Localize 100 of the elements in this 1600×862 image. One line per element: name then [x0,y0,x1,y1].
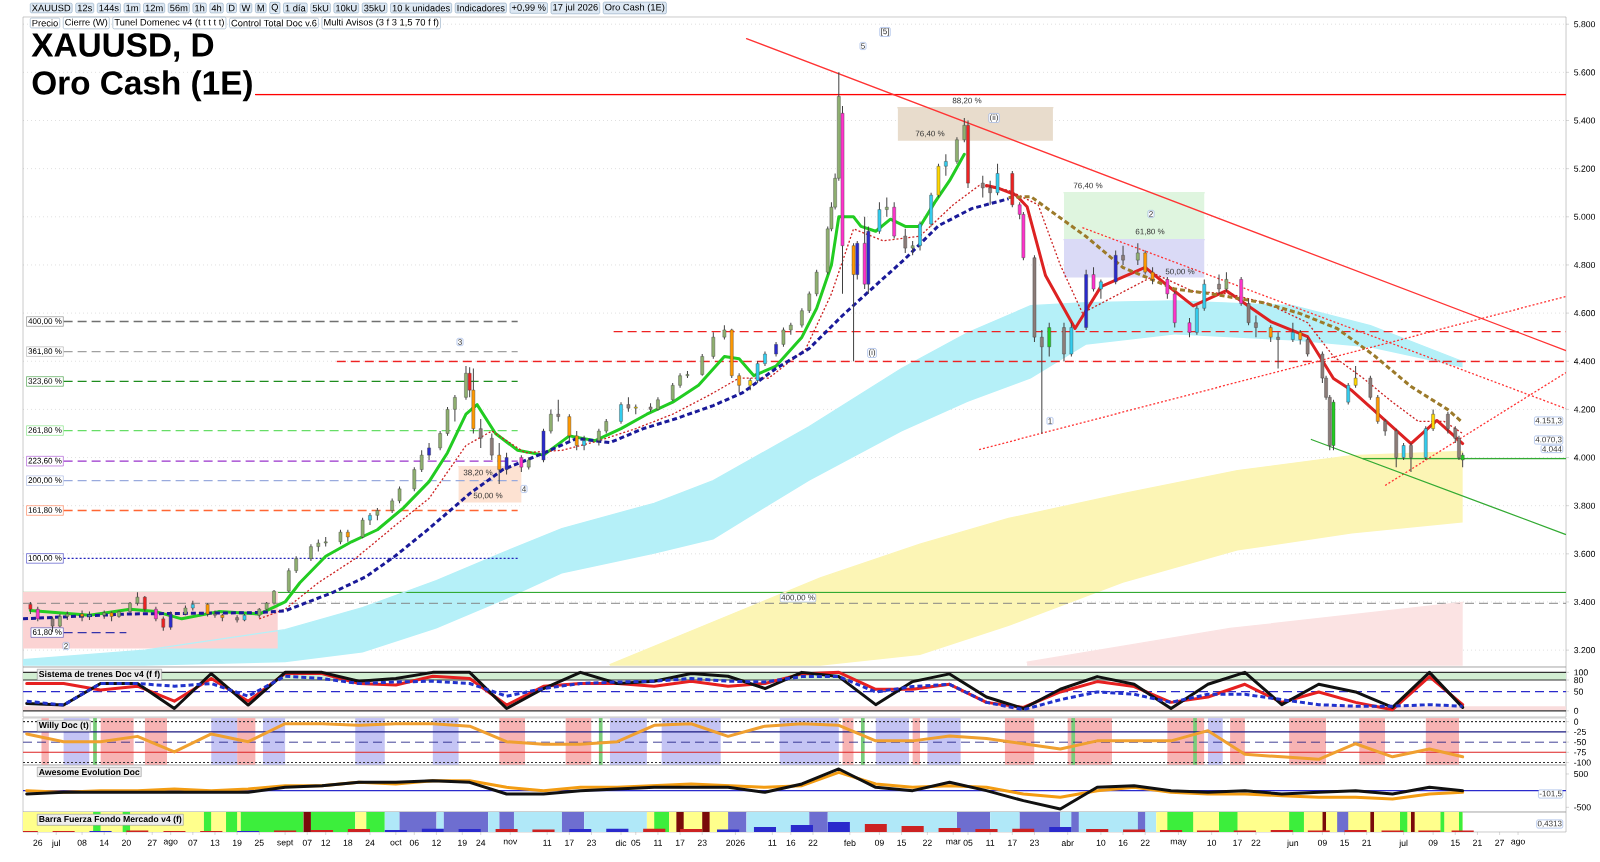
x-tick-label: 11 [654,839,662,846]
x-tick-label: 16 [1118,839,1128,846]
annotation: (ii) [990,114,998,122]
text: 4h [211,4,222,12]
x-tick-label: abr [1061,839,1074,847]
chart-title: Awesome Evolution Doc [38,768,140,776]
text: 144s [99,4,119,12]
x-tick-label: 22 [923,839,932,846]
x-tick-label: nov [503,839,518,845]
x-tick-label: 10 [1096,839,1106,846]
x-tick-label: 23 [1030,839,1039,846]
x-tick-label: 19 [232,839,242,846]
x-tick-label: 17 [1008,839,1017,846]
text: 17 jul 2026 [553,3,598,13]
text: 12m [145,4,163,12]
y-tick-label: 80 [1574,677,1584,684]
x-tick-label: 16 [786,839,796,846]
x-tick-label: oct [390,839,402,846]
chart-title: Sistema de trenes Doc v4 (f f) [39,670,160,679]
x-tick-label: 09 [874,839,884,846]
x-tick-label: 09 [1428,839,1438,846]
annotation: 50,00 % [473,492,503,500]
x-tick-label: 05 [963,839,973,846]
x-tick-label: 15 [897,839,907,846]
y-tick-label: -75 [1574,749,1586,756]
x-tick-label: may [1170,839,1187,847]
x-tick-label: jun [1286,839,1299,848]
y-tick-label: -50 [1574,739,1586,746]
annotation: 400,00 % [781,594,815,602]
x-tick-label: 11 [986,839,995,846]
x-tick-label: 11 [543,839,552,846]
text: 1h [195,4,205,12]
y-tick-label: 3.400 [1574,598,1596,606]
annotation: 3 [458,339,462,345]
annotation: 61,80 % [1135,228,1165,236]
x-tick-label: 10 [1207,839,1217,846]
text: 1m [126,4,138,12]
x-tick-label: 25 [254,839,264,846]
y-tick-label: 5.600 [1574,69,1596,76]
annotation: -101,5 [1539,790,1562,798]
y-tick-label: -500 [1574,804,1591,811]
x-tick-label: 21 [1362,839,1372,846]
x-tick-label: 12 [432,839,441,846]
text: Indicadores [457,4,505,12]
x-tick-label: 12 [321,839,331,846]
x-tick-label: 17 [565,839,574,846]
annotation: Cierre (W) [65,18,108,28]
text: D [229,4,235,12]
y-tick-label: 3.600 [1574,550,1596,557]
x-tick-label: 19 [458,839,467,846]
y-tick-label: -100 [1574,759,1591,766]
annotation: Control Total Doc v.6 [231,19,317,27]
annotation: 4 [521,486,527,492]
series-label: 223,60 % [28,457,62,465]
text: Q [271,3,279,13]
x-tick-label: ago [1511,839,1525,847]
y-tick-label: 5.400 [1574,117,1596,124]
y-tick-label: 4.600 [1573,310,1596,317]
text: W [241,4,251,12]
x-tick-label: 22 [1251,839,1261,846]
y-tick-label: 0 [1574,718,1579,725]
x-tick-label: 11 [768,839,777,846]
x-tick-label: 13 [210,839,220,846]
x-tick-label: 14 [100,839,109,846]
annotation: 5 [861,43,865,49]
y-tick-label: 3.200 [1574,647,1596,654]
text: Oro Cash (1E) [605,3,665,13]
annotation: 76,40 % [1073,182,1103,190]
x-tick-label: 08 [77,839,87,846]
chart-title: XAUUSD, D [31,33,214,62]
y-tick-label: 5.000 [1574,213,1596,220]
annotation: 76,40 % [915,130,945,138]
text: 56m [170,4,188,12]
series-label: 61,80 % [32,629,62,636]
y-tick-label: 50 [1574,688,1584,695]
y-tick-label: 4.800 [1573,261,1596,269]
y-tick-label: 4.000 [1573,454,1596,461]
series-label: 400,00 % [28,318,62,325]
x-tick-label: 2026 [726,839,745,846]
x-tick-label: jul [51,839,60,848]
annotation: 50,00 % [1165,268,1195,276]
x-tick-label: jul [1399,839,1408,848]
x-tick-label: 15 [1451,839,1460,846]
y-tick-label: 4.200 [1573,406,1596,413]
x-tick-label: 23 [587,839,596,846]
text: Oro Cash (1E) [32,70,252,102]
x-tick-label: 21 [1473,839,1482,846]
annotation: 2 [1149,211,1153,217]
annotation: (i) [868,349,876,357]
text: 10 k unidades [392,4,450,12]
annotation: 38,20 % [463,469,493,477]
text: 35kU [364,4,385,12]
text: M [257,4,264,12]
x-tick-label: 22 [808,839,818,846]
annotation: Precio [32,19,58,27]
y-tick-label: 4.400 [1573,358,1596,365]
text: 12s [77,4,92,12]
annotation: 4.044 [1542,446,1562,452]
x-tick-label: 24 [365,839,375,846]
annotation: Multi Avisos (3 f 3 1,5 70 f f) [324,18,439,28]
